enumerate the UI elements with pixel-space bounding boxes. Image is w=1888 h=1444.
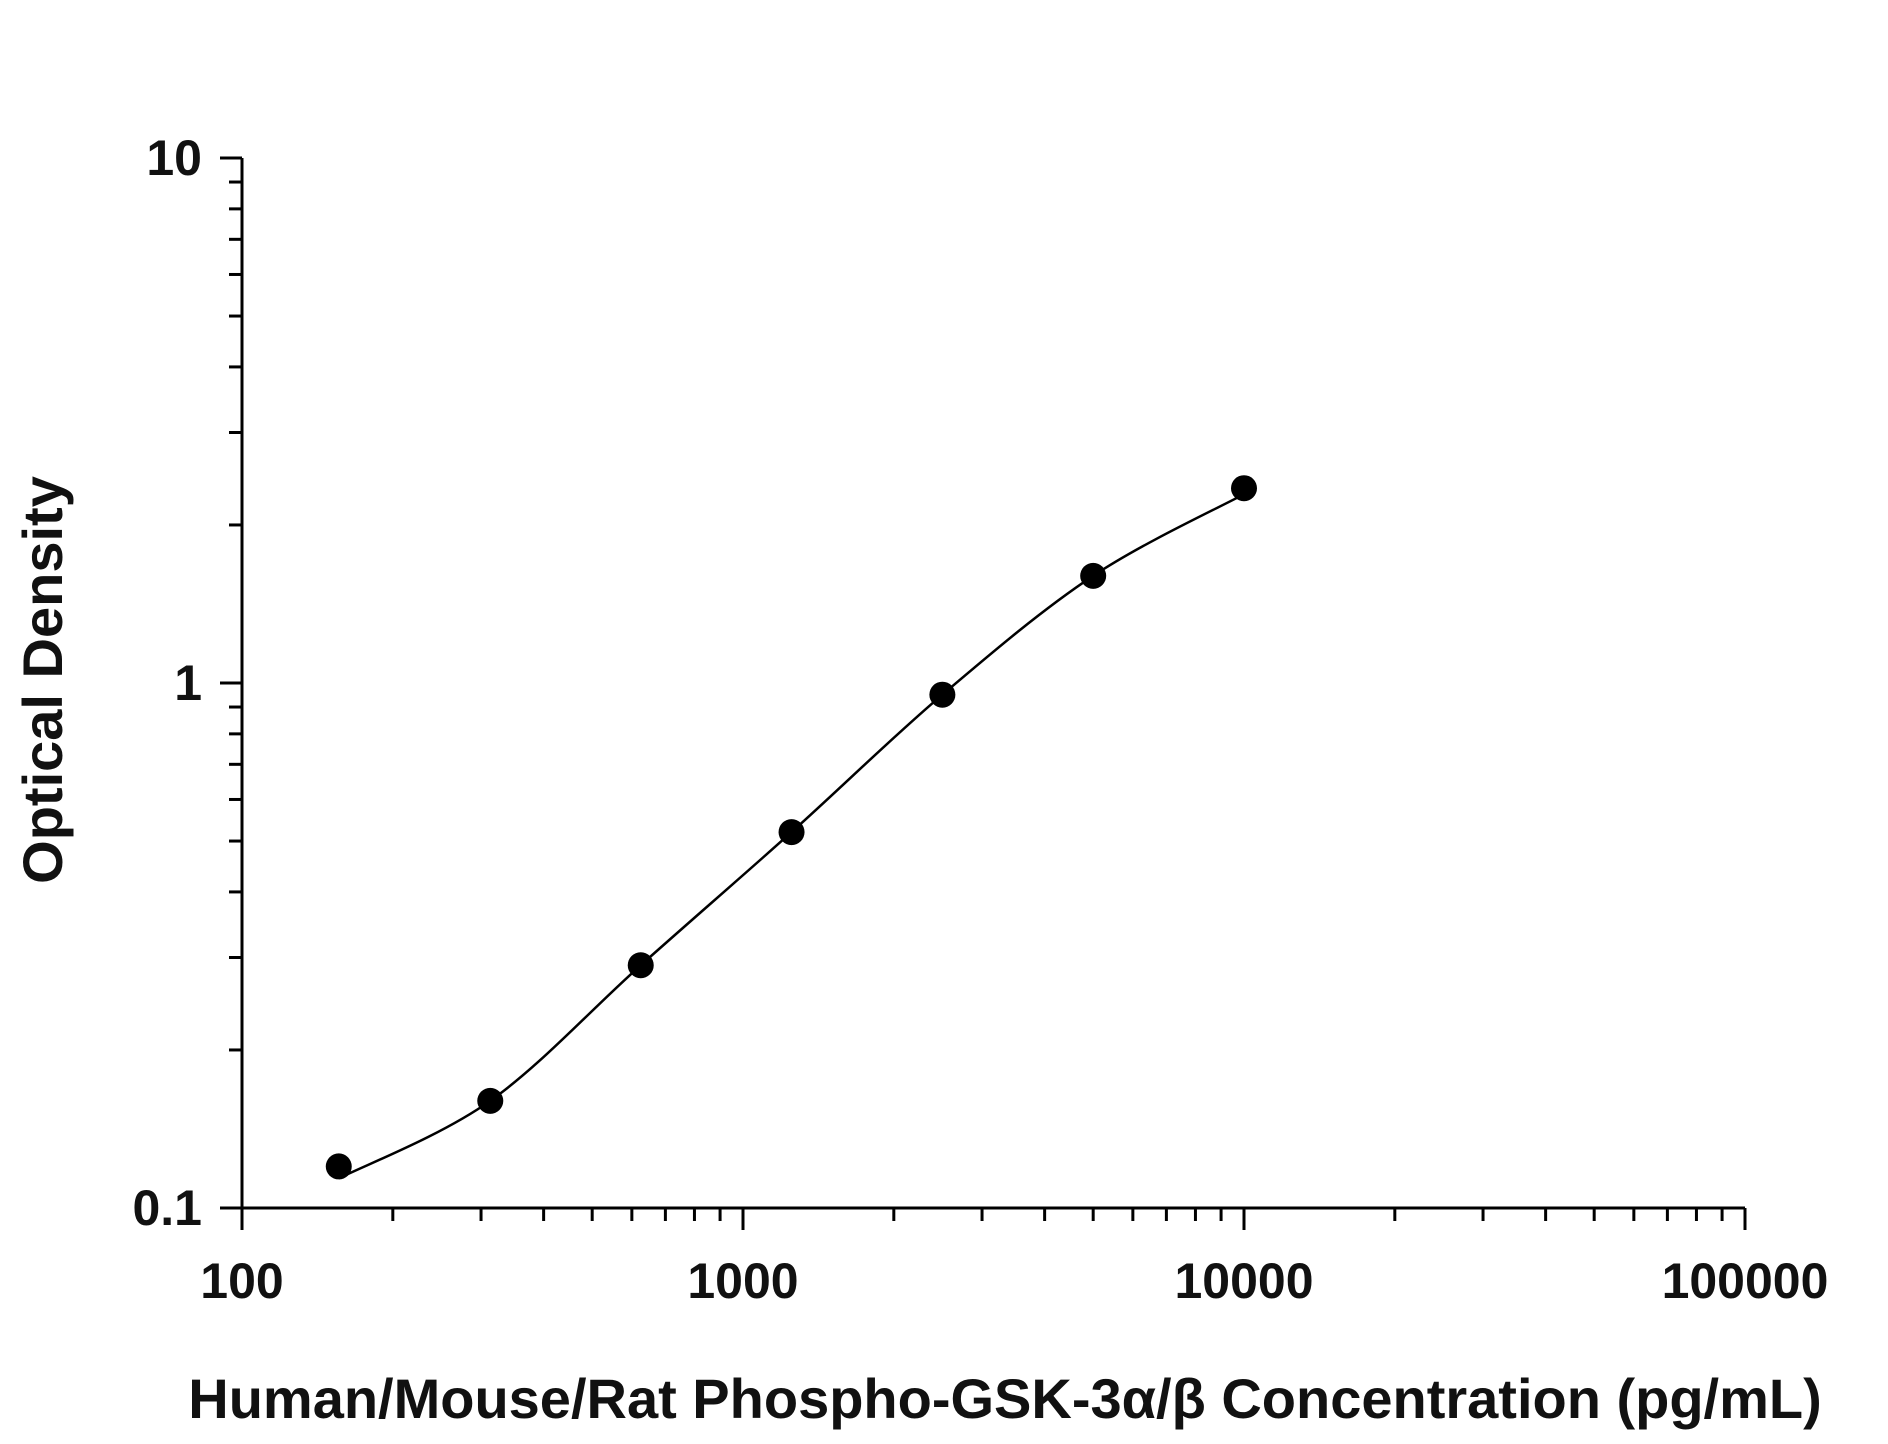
y-tick-label: 0.1: [132, 1180, 202, 1236]
axes: [220, 156, 1747, 1230]
x-tick-label: 100000: [1662, 1253, 1829, 1309]
x-axis-title: Human/Mouse/Rat Phospho-GSK-3α/β Concent…: [188, 1367, 1822, 1430]
data-point: [929, 681, 956, 708]
y-tick-label: 1: [174, 655, 202, 711]
data-point: [1231, 475, 1257, 502]
data-points-layer: [325, 475, 1257, 1180]
y-axis-title: Optical Density: [11, 476, 74, 884]
data-point: [778, 819, 805, 846]
x-tick-label: 100: [200, 1253, 283, 1309]
data-point: [1080, 562, 1107, 589]
data-point: [325, 1153, 352, 1180]
x-tick-label: 10000: [1174, 1253, 1313, 1309]
data-point: [627, 952, 654, 979]
tick-labels-layer: 100 1000 10000 100000 0.1 1 10: [132, 130, 1828, 1309]
x-tick-label: 1000: [687, 1253, 798, 1309]
data-point: [477, 1087, 504, 1114]
y-tick-label: 10: [146, 130, 202, 186]
